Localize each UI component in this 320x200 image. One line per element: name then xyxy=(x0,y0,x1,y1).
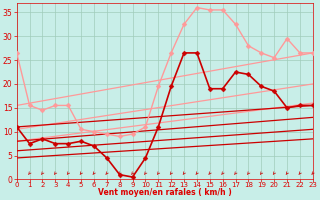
X-axis label: Vent moyen/en rafales ( km/h ): Vent moyen/en rafales ( km/h ) xyxy=(98,188,232,197)
